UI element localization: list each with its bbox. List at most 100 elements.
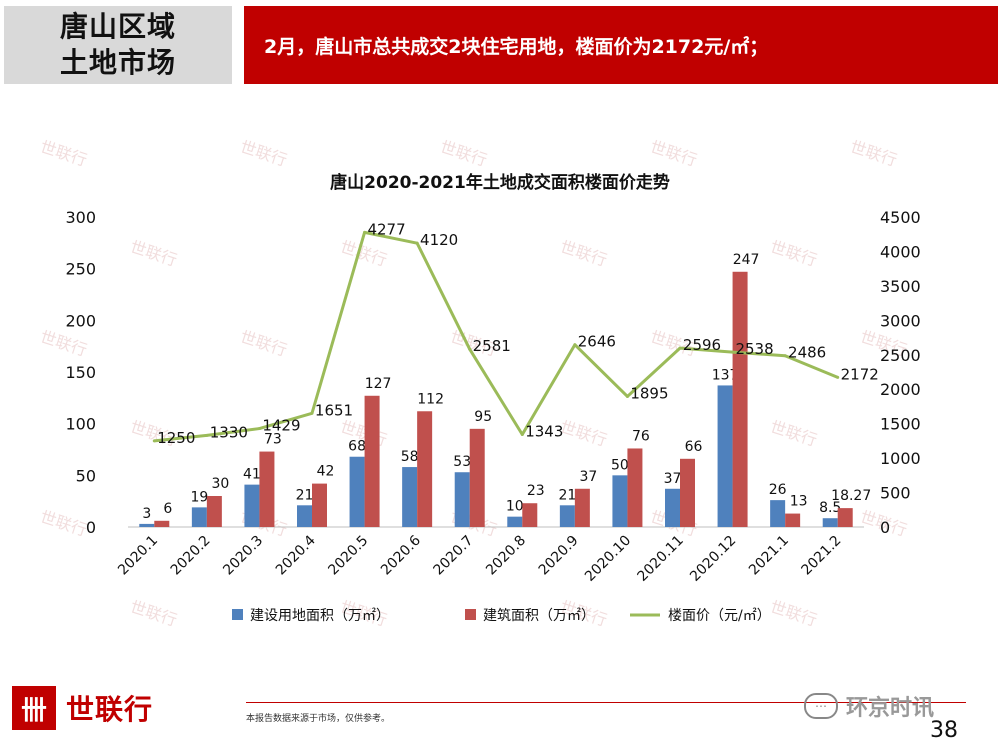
y2-tick-label: 0 (880, 518, 890, 537)
floor-price-label: 1429 (262, 417, 300, 435)
x-tick-label: 2020.12 (687, 533, 739, 585)
y2-tick-label: 1000 (880, 449, 921, 468)
y-tick-label: 250 (65, 260, 96, 279)
x-tick-label: 2020.8 (483, 533, 529, 579)
summary-text: 2月，唐山市总共成交2块住宅用地，楼面价为2172元/㎡； (264, 35, 769, 58)
bar-building-area (259, 451, 275, 527)
floor-price-point (363, 230, 367, 234)
bar-building-area (732, 271, 748, 527)
floor-price-label: 2486 (788, 344, 826, 362)
floor-price-point (520, 432, 524, 436)
floor-price-point (731, 350, 735, 354)
y2-tick-label: 3000 (880, 311, 921, 330)
footer-disclaimer: 本报告数据来源于市场，仅供参考。 (246, 714, 391, 724)
floor-price-label: 1895 (630, 384, 668, 402)
floor-price-point (783, 354, 787, 358)
x-tick-label: 2020.11 (635, 533, 687, 585)
y-tick-label: 100 (65, 415, 96, 434)
bar-building-area (627, 448, 643, 527)
chart-container: 唐山2020-2021年土地成交面积楼面价走势 0 50 100 150 200 250 30… (0, 150, 1000, 650)
bar-land-area (665, 488, 680, 527)
floor-price-point (468, 347, 472, 351)
floor-price-label: 1651 (315, 401, 353, 419)
bar-land-area (559, 505, 575, 527)
bar-building-area (206, 496, 222, 527)
bar-building-area (469, 428, 485, 527)
bar-building-area-label: 37 (579, 469, 597, 485)
floor-price-label: 2538 (735, 340, 773, 358)
bar-land-area-label: 50 (611, 457, 629, 473)
legend-swatch-building-area (465, 609, 476, 620)
logo-mark-icon: 卌 (12, 686, 56, 730)
bar-building-area (680, 458, 695, 527)
y-tick-label: 200 (65, 311, 96, 330)
bar-land-area-label: 137 (712, 367, 739, 383)
bar-land-area-label: 21 (558, 487, 576, 503)
legend-label-building-area: 建筑面积（万㎡） (483, 608, 595, 624)
y-tick-label: 300 (65, 208, 96, 227)
floor-price-label: 1330 (210, 423, 248, 441)
bar-land-area (139, 523, 155, 527)
y-tick-label: 50 (76, 466, 96, 485)
page-number: 38 (930, 718, 958, 743)
wechat-account: ⋯ 环京时讯 (804, 690, 934, 722)
x-tick-label: 2020.10 (582, 533, 634, 585)
section-title-line2: 土地市场 (59, 46, 176, 79)
bar-building-area-label: 95 (474, 409, 492, 425)
floor-price-point (310, 411, 314, 415)
x-tick-label: 2021.1 (746, 533, 792, 579)
floor-price-point (573, 343, 577, 347)
bar-building-area (785, 513, 801, 527)
y2-tick-label: 1500 (880, 415, 921, 434)
x-tick-label: 2020.7 (431, 533, 477, 579)
bar-land-area-label: 68 (348, 439, 366, 455)
x-tick-label: 2020.9 (536, 533, 582, 579)
floor-price-label: 2581 (473, 337, 511, 355)
bar-land-area (717, 385, 733, 527)
floor-price-point (415, 241, 419, 245)
y2-tick-label: 500 (880, 484, 911, 503)
legend-swatch-land-area (232, 609, 243, 620)
y-tick-label: 0 (86, 518, 96, 537)
bar-building-area (837, 508, 853, 527)
bar-land-area-label: 21 (296, 487, 314, 503)
company-logo: 卌 世联行 (12, 686, 153, 730)
floor-price-label: 1343 (525, 422, 563, 440)
bar-building-area-label: 18.27 (831, 488, 871, 504)
bar-land-area-label: 58 (401, 449, 419, 465)
bar-building-area-label: 112 (417, 391, 444, 407)
bar-building-area-label: 76 (632, 428, 650, 444)
bar-building-area-label: 42 (317, 464, 335, 480)
bar-land-area (454, 472, 470, 527)
y2-tick-label: 2000 (880, 380, 921, 399)
floor-price-label: 1250 (157, 429, 195, 447)
legend-label-land-area: 建设用地面积（万㎡） (250, 608, 390, 624)
section-title-line1: 唐山区域 (59, 10, 176, 43)
bar-building-area-label: 13 (790, 494, 808, 510)
chart-svg: 唐山2020-2021年土地成交面积楼面价走势05010015020025030… (65, 172, 921, 624)
wechat-icon: ⋯ (804, 693, 838, 719)
bar-building-area (364, 395, 380, 527)
floor-price-point (678, 346, 682, 350)
bar-land-area (402, 467, 418, 527)
bar-land-area (191, 507, 207, 527)
floor-price-label: 2596 (683, 336, 721, 354)
y2-tick-label: 4000 (880, 242, 921, 261)
x-tick-label: 2020.4 (273, 532, 319, 578)
bar-building-area (574, 488, 590, 527)
floor-price-label: 2646 (578, 333, 616, 351)
floor-price-line (154, 230, 839, 443)
bar-building-area-label: 30 (211, 476, 229, 492)
chart-title: 唐山2020-2021年土地成交面积楼面价走势 (330, 172, 670, 193)
bar-building-area-label: 247 (733, 252, 760, 268)
floor-price-label: 4120 (420, 231, 458, 249)
bar-building-area (154, 520, 170, 527)
floor-price-point (836, 375, 840, 379)
bar-land-area-label: 37 (664, 471, 682, 487)
bar-land-area-label: 41 (243, 467, 261, 483)
summary-banner: 2月，唐山市总共成交2块住宅用地，楼面价为2172元/㎡； (244, 6, 998, 84)
bar-building-area-label: 66 (685, 439, 703, 455)
floor-price-point (257, 427, 261, 431)
bar-land-area (822, 518, 838, 527)
bar-building-area-label: 127 (365, 376, 392, 392)
